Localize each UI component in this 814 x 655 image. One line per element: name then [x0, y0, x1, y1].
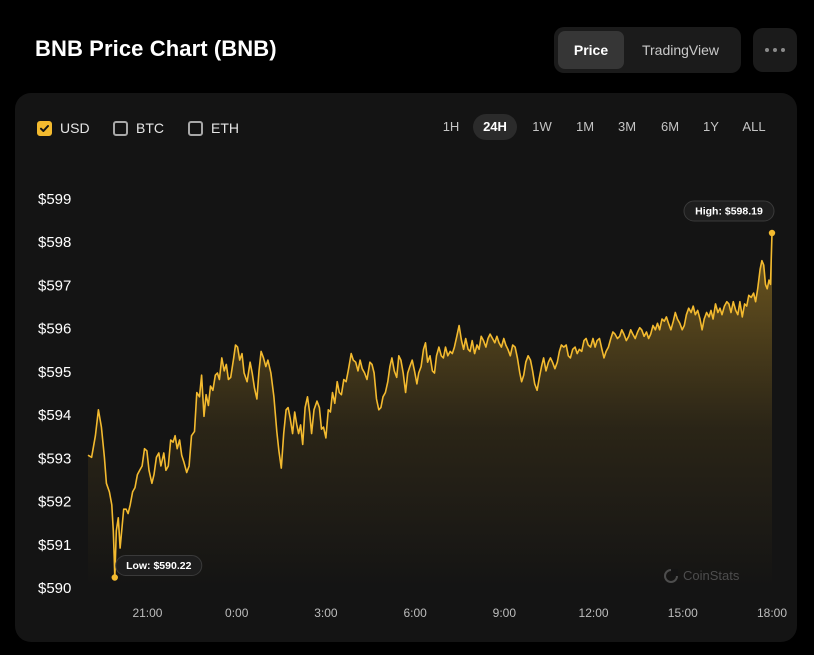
x-tick-label: 6:00 — [403, 606, 427, 620]
y-tick-label: $596 — [38, 321, 71, 338]
timeframe-24h[interactable]: 24H — [473, 114, 517, 140]
timeframe-3m[interactable]: 3M — [617, 119, 637, 134]
high-tooltip — [683, 200, 775, 222]
y-tick-label: $595 — [38, 364, 71, 381]
high-point-marker — [768, 229, 776, 237]
x-tick-label: 21:00 — [132, 606, 162, 620]
x-tick-label: 0:00 — [225, 606, 249, 620]
more-horizontal-icon-dot — [773, 48, 777, 52]
y-tick-label: $592 — [38, 494, 71, 511]
high-label: High: $598.19 — [695, 206, 763, 218]
low-tooltip — [115, 554, 203, 576]
watermark-text: CoinStats — [683, 568, 740, 583]
x-tick-label: 3:00 — [314, 606, 338, 620]
checkbox-checked-icon[interactable] — [37, 120, 52, 136]
watermark: CoinStats — [664, 568, 739, 583]
low-point-marker — [111, 574, 118, 581]
timeframe-all[interactable]: ALL — [742, 119, 766, 134]
timeframe-6m[interactable]: 6M — [660, 119, 680, 134]
timeframe-1h[interactable]: 1H — [442, 119, 460, 134]
y-tick-label: $594 — [38, 407, 71, 424]
price-area — [88, 233, 772, 587]
more-horizontal-icon — [765, 48, 769, 52]
x-axis: 21:00 0:00 3:00 6:00 9:00 12:00 15:00 18:00 — [132, 606, 787, 620]
timeframe-1w[interactable]: 1W — [532, 119, 552, 134]
tab-tradingview[interactable]: TradingView — [641, 42, 720, 58]
timeframe-1y[interactable]: 1Y — [703, 119, 719, 134]
tab-price[interactable]: Price — [558, 31, 624, 69]
page-title: BNB Price Chart (BNB) — [35, 36, 277, 61]
checkbox-unchecked-icon[interactable] — [113, 120, 128, 136]
y-tick-label: $598 — [38, 234, 71, 251]
currency-toggle-btc[interactable]: BTC — [113, 119, 164, 137]
y-tick-label: $591 — [38, 537, 71, 554]
chart-annotations: High: $598.19 Low: $590.22 — [111, 200, 776, 581]
more-horizontal-icon-dot — [781, 48, 785, 52]
y-tick-label: $597 — [38, 277, 71, 294]
x-tick-label: 9:00 — [493, 606, 517, 620]
timeframe-1m[interactable]: 1M — [575, 119, 595, 134]
price-line — [87, 232, 773, 579]
y-axis: $599 $598 $597 $596 $595 $594 $593 $592 $591 $590 — [38, 191, 71, 597]
y-tick-label: $593 — [38, 450, 71, 467]
timeframe-selector: 1H 24H 1W 1M 3M 6M 1Y ALL — [430, 114, 776, 140]
low-label: Low: $590.22 — [126, 560, 192, 572]
currency-toggle-eth[interactable]: ETH — [188, 119, 239, 137]
more-options-button[interactable] — [753, 28, 797, 72]
y-tick-label: $599 — [38, 191, 71, 208]
currency-toggle-usd[interactable]: USD — [37, 119, 90, 137]
x-tick-label: 12:00 — [579, 606, 609, 620]
currency-label-usd: USD — [60, 120, 90, 136]
y-tick-label: $590 — [38, 580, 71, 597]
x-tick-label: 18:00 — [757, 606, 787, 620]
x-tick-label: 15:00 — [668, 606, 698, 620]
checkbox-unchecked-icon[interactable] — [188, 120, 203, 136]
currency-label-btc: BTC — [136, 120, 164, 136]
currency-label-eth: ETH — [211, 120, 239, 136]
coinstats-logo-icon — [664, 568, 678, 583]
view-toggle: Price TradingView — [554, 27, 741, 73]
